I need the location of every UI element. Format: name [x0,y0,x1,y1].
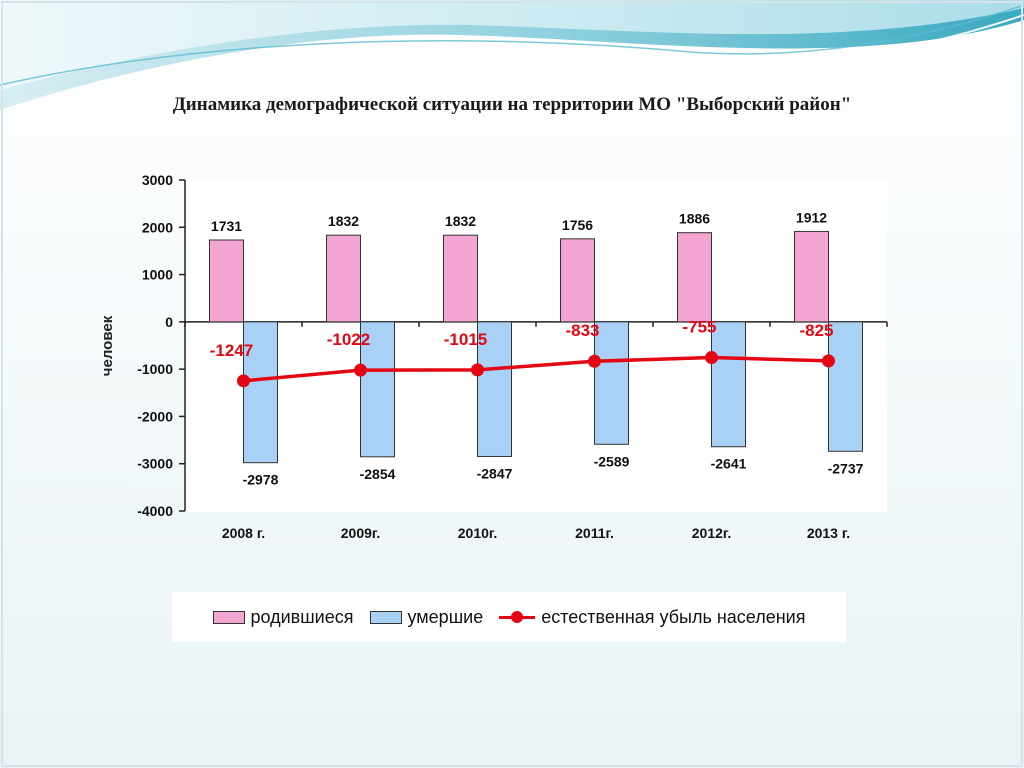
legend-line-marker-icon [499,610,536,624]
y-tick-label: -1000 [137,361,173,377]
data-label-died: -2641 [711,456,747,472]
data-label-born: 1912 [796,209,827,225]
data-labels: 1731 -2978 1832 -2854 1832 -2847 1756 -2589 1886… [210,209,864,487]
data-label-died: -2589 [594,453,630,469]
legend-label-died: умершие [407,606,484,627]
natural-loss-line [237,351,835,388]
y-tick-label: 3000 [142,172,173,188]
x-tick-label: 2009г. [341,525,380,541]
bar-born[interactable] [326,234,361,323]
header-wave-light [0,0,1024,90]
legend-label-natural-loss: естественная убыль населения [541,606,806,627]
legend-item-born[interactable]: родившиеся [212,606,354,628]
bars [209,230,863,464]
data-label-natural-loss: -1247 [210,341,253,360]
legend-swatch-born [212,610,245,624]
data-label-natural-loss: -755 [682,318,716,337]
bar-died[interactable] [243,321,278,464]
legend-item-natural-loss[interactable]: естественная убыль населения [499,607,805,628]
bar-born[interactable] [794,230,829,323]
bar-died[interactable] [711,321,746,448]
bar-died[interactable] [828,321,863,452]
data-label-died: -2854 [360,466,396,482]
natural-loss-point[interactable] [237,374,250,388]
legend-swatch-died [369,610,402,624]
plot-area-background [185,180,887,512]
y-tick-label: -3000 [137,456,173,472]
data-label-died: -2847 [477,465,513,481]
bar-died[interactable] [360,321,395,458]
bar-born[interactable] [677,232,712,323]
y-axis-title: человек [99,315,116,376]
natural-loss-polyline [243,355,829,383]
data-label-died: -2978 [243,472,279,488]
y-tick-label: 1000 [142,267,173,283]
natural-loss-point[interactable] [354,363,367,377]
data-label-born: 1886 [679,211,710,227]
bar-died[interactable] [477,321,512,457]
data-label-natural-loss: -1015 [444,330,487,349]
y-tick-label: -4000 [137,503,173,519]
x-tick-label: 2011г. [575,525,614,541]
chart-title: Динамика демографической ситуации на тер… [172,94,852,115]
data-label-natural-loss: -825 [799,321,833,340]
x-axis: 2008 г. 2009г. 2010г. 2011г. 2012г. 2013 г. [184,321,888,541]
x-tick-label: 2012г. [692,525,731,541]
y-tick-label: 0 [165,314,173,330]
bar-born[interactable] [443,234,478,323]
data-label-born: 1756 [562,217,593,233]
legend-label-born: родившиеся [250,606,354,627]
legend: родившиеся умершие естественная убыль на… [172,592,846,642]
header-wave-line-2 [0,4,1024,86]
natural-loss-point[interactable] [822,354,835,368]
x-tick-label: 2013 г. [807,525,850,541]
legend-item-died[interactable]: умершие [369,606,484,628]
data-label-born: 1731 [211,218,242,234]
bar-born[interactable] [560,238,595,323]
data-label-natural-loss: -833 [565,321,599,340]
y-tick-label: -2000 [137,408,173,424]
x-tick-label: 2008 г. [222,525,265,541]
y-tick-label: 2000 [142,219,173,235]
header-wave-line [19,14,1024,106]
data-label-born: 1832 [445,213,476,229]
natural-loss-point[interactable] [588,354,601,368]
natural-loss-point[interactable] [471,363,484,377]
data-label-natural-loss: -1022 [327,330,370,349]
data-label-born: 1832 [328,213,359,229]
x-tick-label: 2010г. [458,525,497,541]
y-axis: 3000 2000 1000 0 -1000 -2000 -3000 -4000 [137,172,186,519]
natural-loss-point[interactable] [705,351,718,365]
data-label-died: -2737 [828,460,864,476]
bar-born[interactable] [209,239,244,323]
bar-died[interactable] [594,321,629,445]
